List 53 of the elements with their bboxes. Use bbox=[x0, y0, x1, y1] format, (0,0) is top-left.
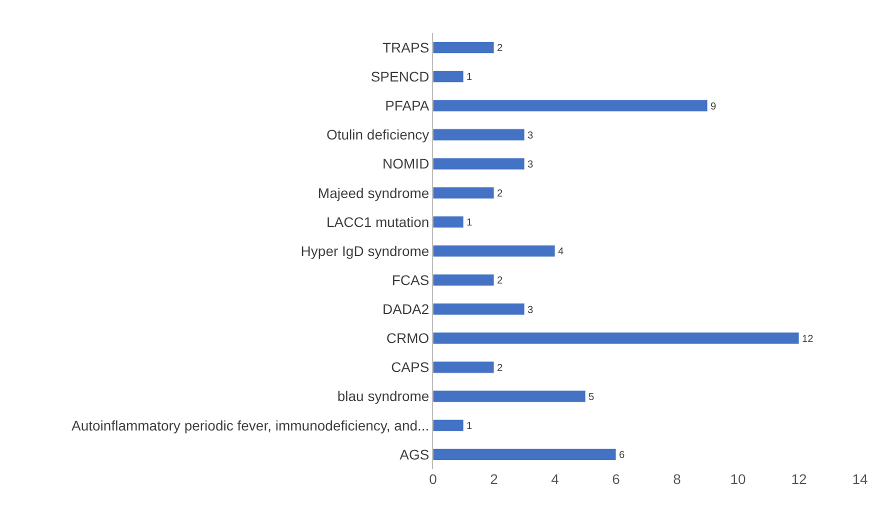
x-tick-label: 0 bbox=[429, 471, 438, 487]
x-tick-label: 6 bbox=[612, 471, 620, 487]
bar bbox=[433, 361, 494, 374]
y-tick-label: LACC1 mutation bbox=[326, 214, 430, 230]
bar bbox=[433, 332, 800, 344]
data-label: 12 bbox=[802, 334, 814, 345]
y-tick-label: TRAPS bbox=[382, 39, 430, 56]
y-tick-label: blau syndrome bbox=[337, 388, 430, 404]
y-tick-label: SPENCD bbox=[370, 68, 430, 84]
bar bbox=[433, 419, 464, 432]
bar bbox=[433, 41, 494, 54]
y-tick-label: CAPS bbox=[391, 359, 430, 376]
bar bbox=[433, 128, 525, 141]
x-tick-label: 2 bbox=[490, 471, 498, 487]
x-tick-label: 4 bbox=[551, 471, 560, 487]
bar bbox=[433, 274, 494, 286]
bar bbox=[433, 390, 586, 402]
bar bbox=[433, 448, 616, 461]
data-label: 2 bbox=[497, 188, 504, 200]
data-label: 3 bbox=[528, 159, 534, 170]
bar bbox=[433, 100, 708, 112]
y-tick-label: DADA2 bbox=[382, 301, 430, 318]
x-tick-label: 14 bbox=[852, 471, 868, 487]
data-label: 4 bbox=[558, 246, 564, 258]
data-label: 6 bbox=[619, 450, 626, 462]
data-label: 1 bbox=[466, 72, 473, 84]
data-label: 3 bbox=[528, 130, 534, 142]
bar bbox=[433, 158, 525, 170]
data-label: 5 bbox=[588, 392, 595, 403]
y-tick-label: Autoinflammatory periodic fever, immunodeficiency, and... bbox=[72, 417, 430, 434]
data-label: 2 bbox=[497, 43, 504, 54]
bar bbox=[433, 70, 464, 83]
y-tick-label: AGS bbox=[400, 446, 430, 462]
y-tick-label: NOMID bbox=[382, 156, 430, 172]
y-tick-label: PFAPA bbox=[385, 98, 430, 114]
data-label: 3 bbox=[528, 304, 534, 316]
x-tick-label: 8 bbox=[673, 471, 682, 487]
data-label: 1 bbox=[466, 218, 473, 229]
x-tick-label: 12 bbox=[791, 471, 807, 487]
bar bbox=[433, 186, 494, 199]
y-tick-label: FCAS bbox=[392, 272, 430, 288]
data-label: 1 bbox=[466, 421, 473, 432]
y-tick-label: Hyper IgD syndrome bbox=[300, 242, 430, 259]
data-label: 9 bbox=[710, 101, 717, 112]
bar bbox=[433, 303, 525, 316]
data-label: 2 bbox=[497, 362, 504, 374]
bar bbox=[433, 244, 556, 258]
data-label: 2 bbox=[497, 276, 504, 287]
x-tick-label: 10 bbox=[730, 471, 746, 487]
bar bbox=[433, 216, 464, 228]
y-tick-label: CRMO bbox=[386, 330, 430, 346]
y-tick-label: Majeed syndrome bbox=[318, 184, 430, 201]
y-tick-label: Otulin deficiency bbox=[326, 126, 430, 143]
